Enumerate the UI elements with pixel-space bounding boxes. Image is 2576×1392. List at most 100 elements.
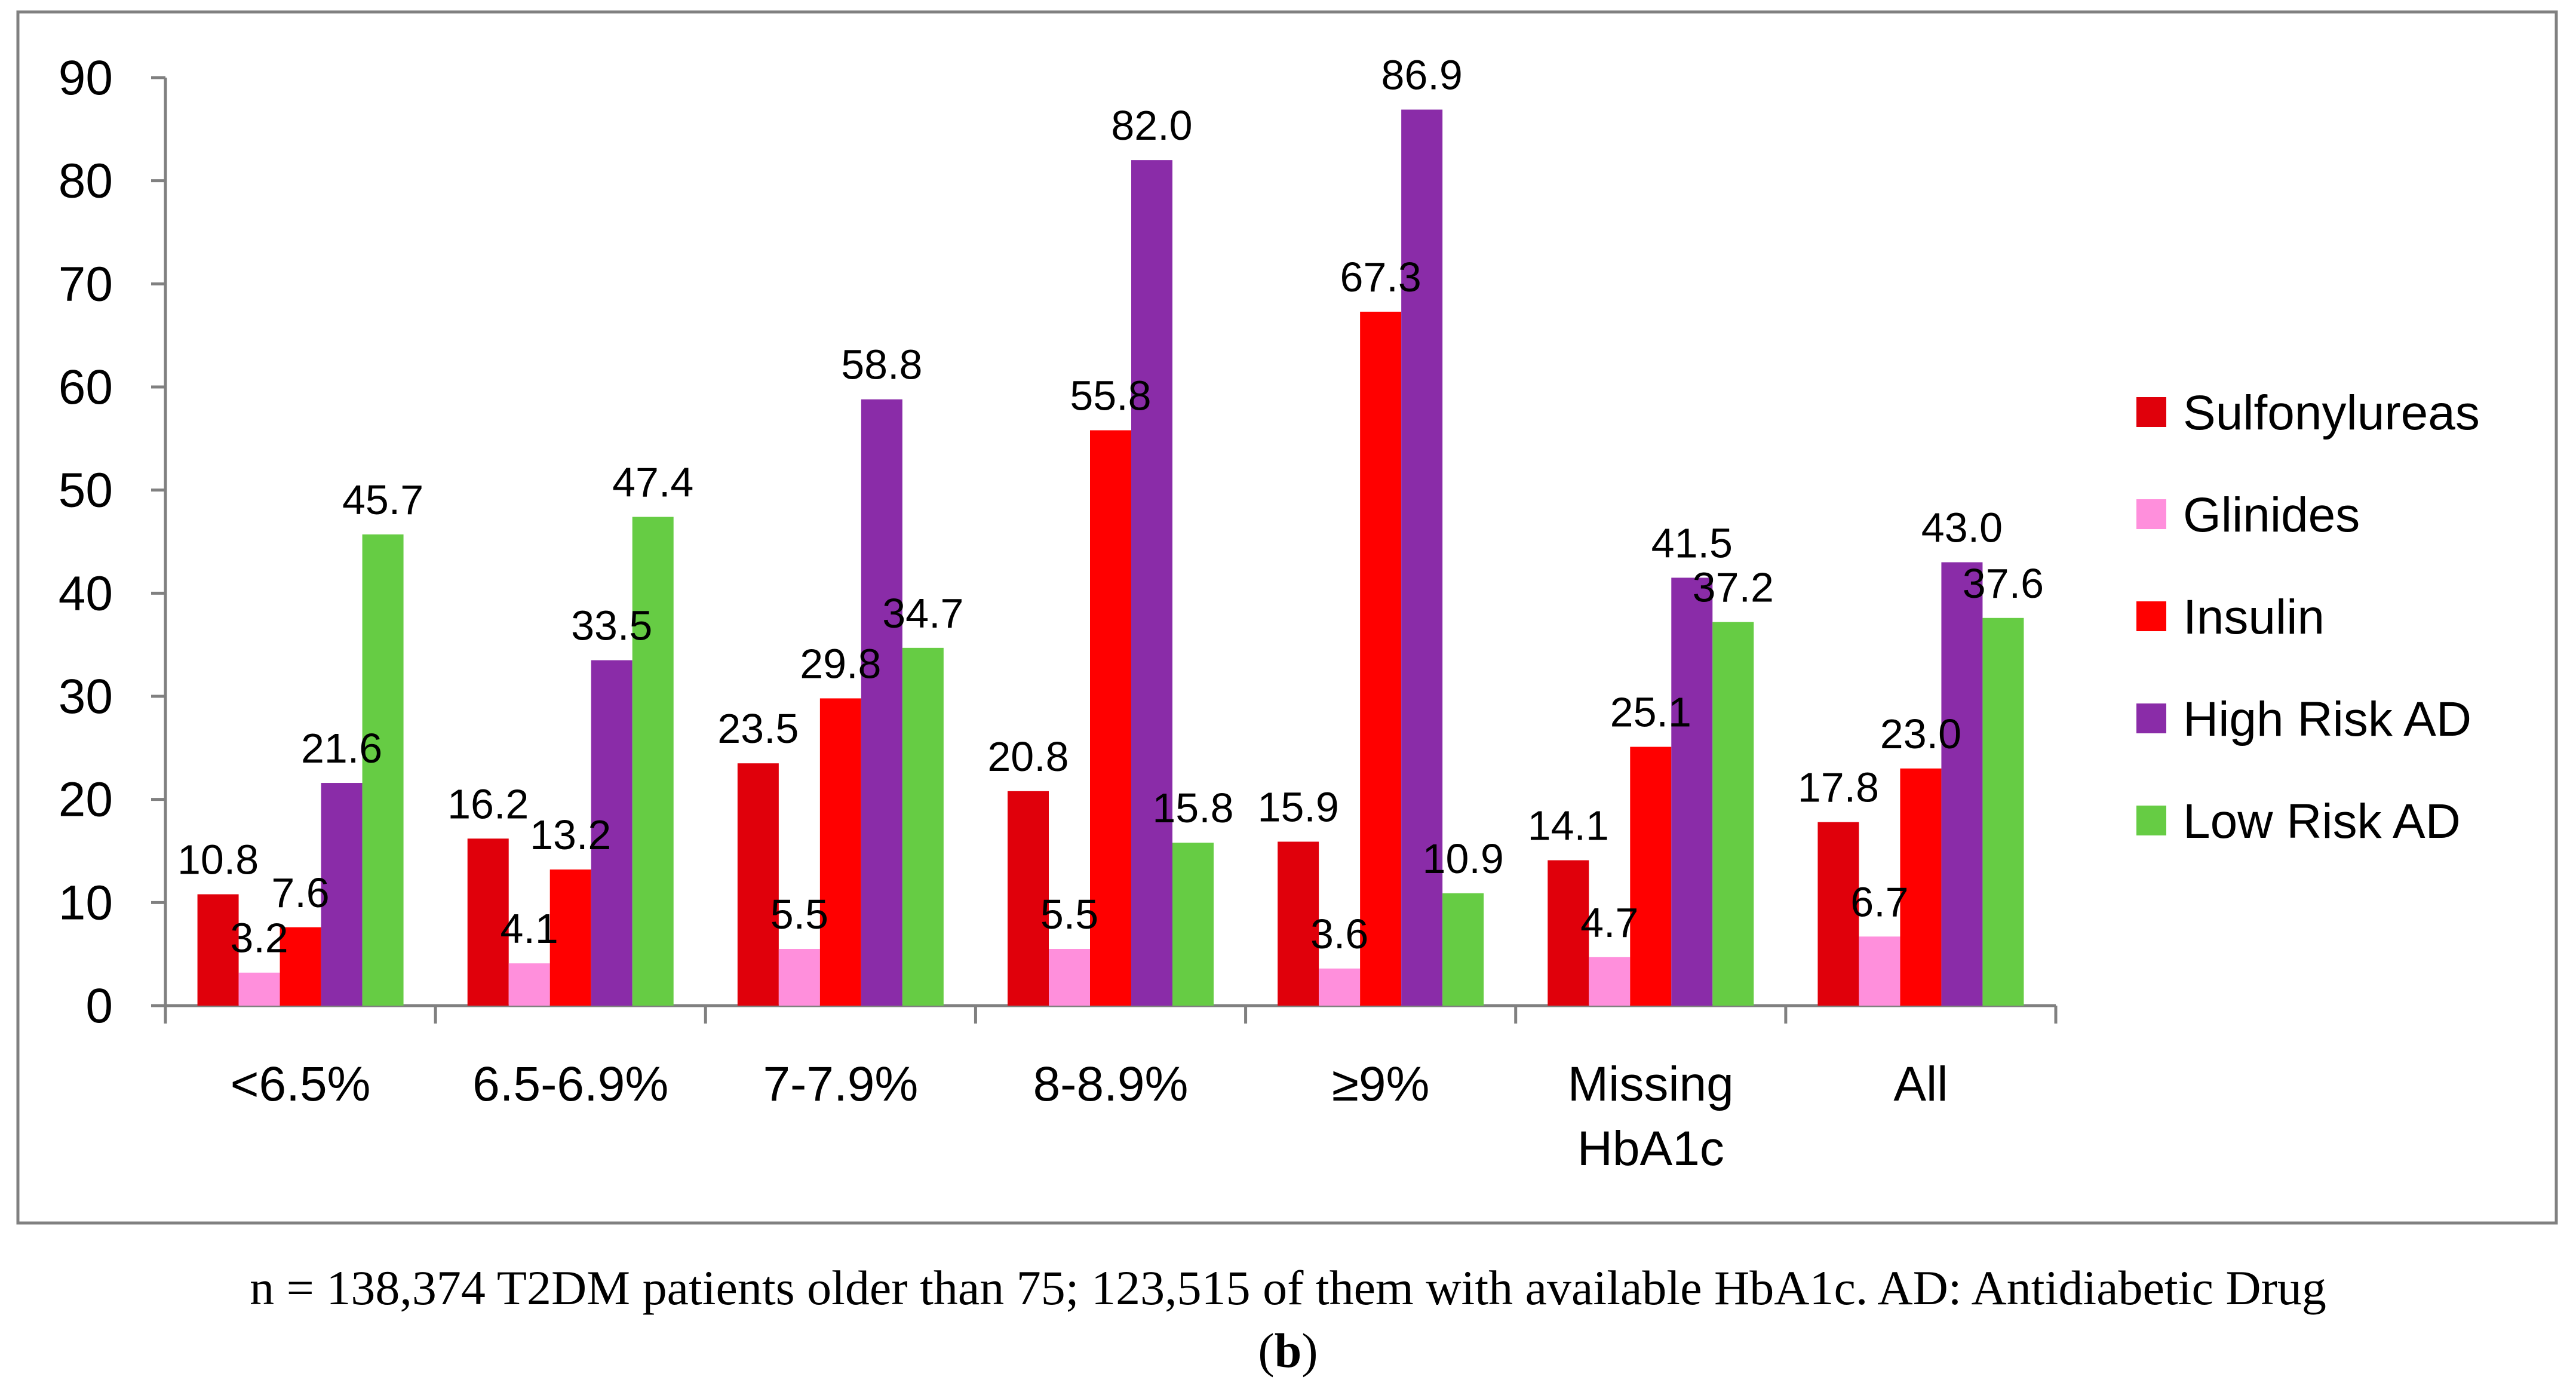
legend-label: Insulin <box>2183 590 2325 644</box>
data-label: 3.6 <box>1310 911 1368 957</box>
bar-low-risk-ad <box>1712 622 1754 1006</box>
bar-low-risk-ad <box>1982 617 2024 1006</box>
bar-low-risk-ad <box>362 534 404 1006</box>
bar-glinides <box>1859 936 1900 1006</box>
y-tick-label: 60 <box>59 360 113 414</box>
bar-sulfonylureas <box>1008 791 1049 1006</box>
legend-swatch <box>2136 601 2166 631</box>
bar-high-risk-ad <box>1401 109 1443 1006</box>
bar-sulfonylureas <box>1548 860 1589 1006</box>
bar-insulin <box>1360 311 1402 1006</box>
x-category-label-line: HbA1c <box>1577 1121 1724 1176</box>
bar-insulin <box>1630 746 1672 1006</box>
bar-glinides <box>778 949 820 1006</box>
legend-label: Low Risk AD <box>2183 794 2461 849</box>
data-label: 7.6 <box>271 869 329 916</box>
data-label: 10.9 <box>1423 835 1504 882</box>
panel-close-paren: ) <box>1301 1323 1318 1378</box>
data-label: 5.5 <box>1040 891 1098 938</box>
bar-low-risk-ad <box>632 517 674 1006</box>
bar-high-risk-ad <box>861 399 902 1006</box>
legend-item: High Risk AD <box>2136 692 2471 746</box>
data-label: 82.0 <box>1111 102 1192 149</box>
panel-open-paren: ( <box>1258 1323 1275 1378</box>
chart-frame <box>16 10 2558 1225</box>
bar-high-risk-ad <box>591 660 633 1006</box>
legend-item: Glinides <box>2136 488 2360 542</box>
data-label: 15.9 <box>1258 783 1339 830</box>
legend-item: Sulfonylureas <box>2136 386 2480 440</box>
data-label: 33.5 <box>571 603 652 649</box>
bar-glinides <box>508 963 550 1006</box>
data-label: 86.9 <box>1381 52 1463 99</box>
y-tick-label: 70 <box>59 257 113 311</box>
x-category-label-line: 6.5-6.9% <box>472 1057 668 1111</box>
data-label: 4.1 <box>501 905 558 952</box>
data-label: 45.7 <box>342 477 423 523</box>
bar-sulfonylureas <box>197 894 239 1006</box>
panel-letter: b <box>1274 1323 1302 1378</box>
legend-item: Insulin <box>2136 590 2325 644</box>
chart: 0 10 20 30 40 50 60 70 80 90 <6.5% 6.5-6.9% 7-7.9% 8… <box>16 10 2558 1225</box>
legend-label: Sulfonylureas <box>2183 386 2480 440</box>
x-category-label-line: 7-7.9% <box>763 1057 918 1111</box>
y-tick-label: 90 <box>59 51 113 105</box>
x-category-label: ≥9% <box>1332 1057 1430 1111</box>
legend: Sulfonylureas Glinides Insulin High Risk AD… <box>2136 386 2480 849</box>
legend-swatch <box>2136 806 2166 835</box>
data-label: 58.8 <box>841 342 922 388</box>
x-category-label: 7-7.9% <box>763 1057 918 1111</box>
legend-label: Glinides <box>2183 488 2360 542</box>
x-category-label-line: Missing <box>1568 1057 1734 1111</box>
bar-low-risk-ad <box>1442 893 1484 1006</box>
data-label: 14.1 <box>1528 803 1609 849</box>
bars <box>197 109 2024 1006</box>
bar-low-risk-ad <box>1172 843 1214 1006</box>
y-tick-label: 50 <box>59 463 113 518</box>
y-tick-label: 0 <box>85 979 113 1033</box>
data-label: 20.8 <box>987 733 1069 780</box>
x-category-label: Missing HbA1c <box>1568 1057 1734 1176</box>
data-label: 13.2 <box>530 812 611 858</box>
data-label: 37.6 <box>1963 560 2044 607</box>
data-label: 23.0 <box>1880 711 1961 757</box>
bar-insulin <box>1090 430 1131 1006</box>
data-label: 3.2 <box>230 915 288 961</box>
data-label: 23.5 <box>717 705 799 752</box>
bar-glinides <box>1049 949 1090 1006</box>
bar-low-risk-ad <box>902 647 944 1006</box>
bar-insulin <box>280 927 321 1006</box>
y-tick-label: 80 <box>59 154 113 208</box>
x-category-label-line: ≥9% <box>1332 1057 1430 1111</box>
x-category-label-line: <6.5% <box>231 1057 371 1111</box>
x-category-label: 6.5-6.9% <box>472 1057 668 1111</box>
y-axis: 0 10 20 30 40 50 60 70 80 90 <box>59 51 167 1033</box>
panel-label: (b) <box>0 1323 2576 1379</box>
legend-item: Low Risk AD <box>2136 794 2461 849</box>
data-labels: 10.8 3.27.6 21.6 45.7 16.2 4.1 13.2 33.5 47.4 23.… <box>177 52 2044 961</box>
data-label: 47.4 <box>612 459 693 506</box>
data-label: 25.1 <box>1610 689 1691 736</box>
legend-swatch <box>2136 499 2166 529</box>
bar-high-risk-ad <box>1941 562 1983 1006</box>
x-category-label: <6.5% <box>231 1057 371 1111</box>
x-category-label-line: 8-8.9% <box>1033 1057 1189 1111</box>
data-label: 55.8 <box>1070 373 1151 419</box>
y-tick-label: 10 <box>59 875 113 930</box>
y-tick-label: 40 <box>59 566 113 620</box>
bar-insulin <box>1900 768 1942 1006</box>
data-label: 5.5 <box>770 891 828 938</box>
x-category-label-line: All <box>1893 1057 1948 1111</box>
y-tick-label: 20 <box>59 773 113 827</box>
bar-glinides <box>1589 957 1631 1006</box>
data-label: 29.8 <box>800 640 881 687</box>
data-label: 41.5 <box>1651 520 1733 566</box>
data-label: 34.7 <box>882 590 963 637</box>
data-label: 37.2 <box>1693 564 1774 611</box>
bar-high-risk-ad <box>321 783 363 1006</box>
bar-glinides <box>238 972 280 1006</box>
data-label: 21.6 <box>301 725 382 772</box>
data-label: 10.8 <box>177 837 259 883</box>
bar-glinides <box>1319 968 1361 1006</box>
bar-sulfonylureas <box>1817 822 1859 1006</box>
